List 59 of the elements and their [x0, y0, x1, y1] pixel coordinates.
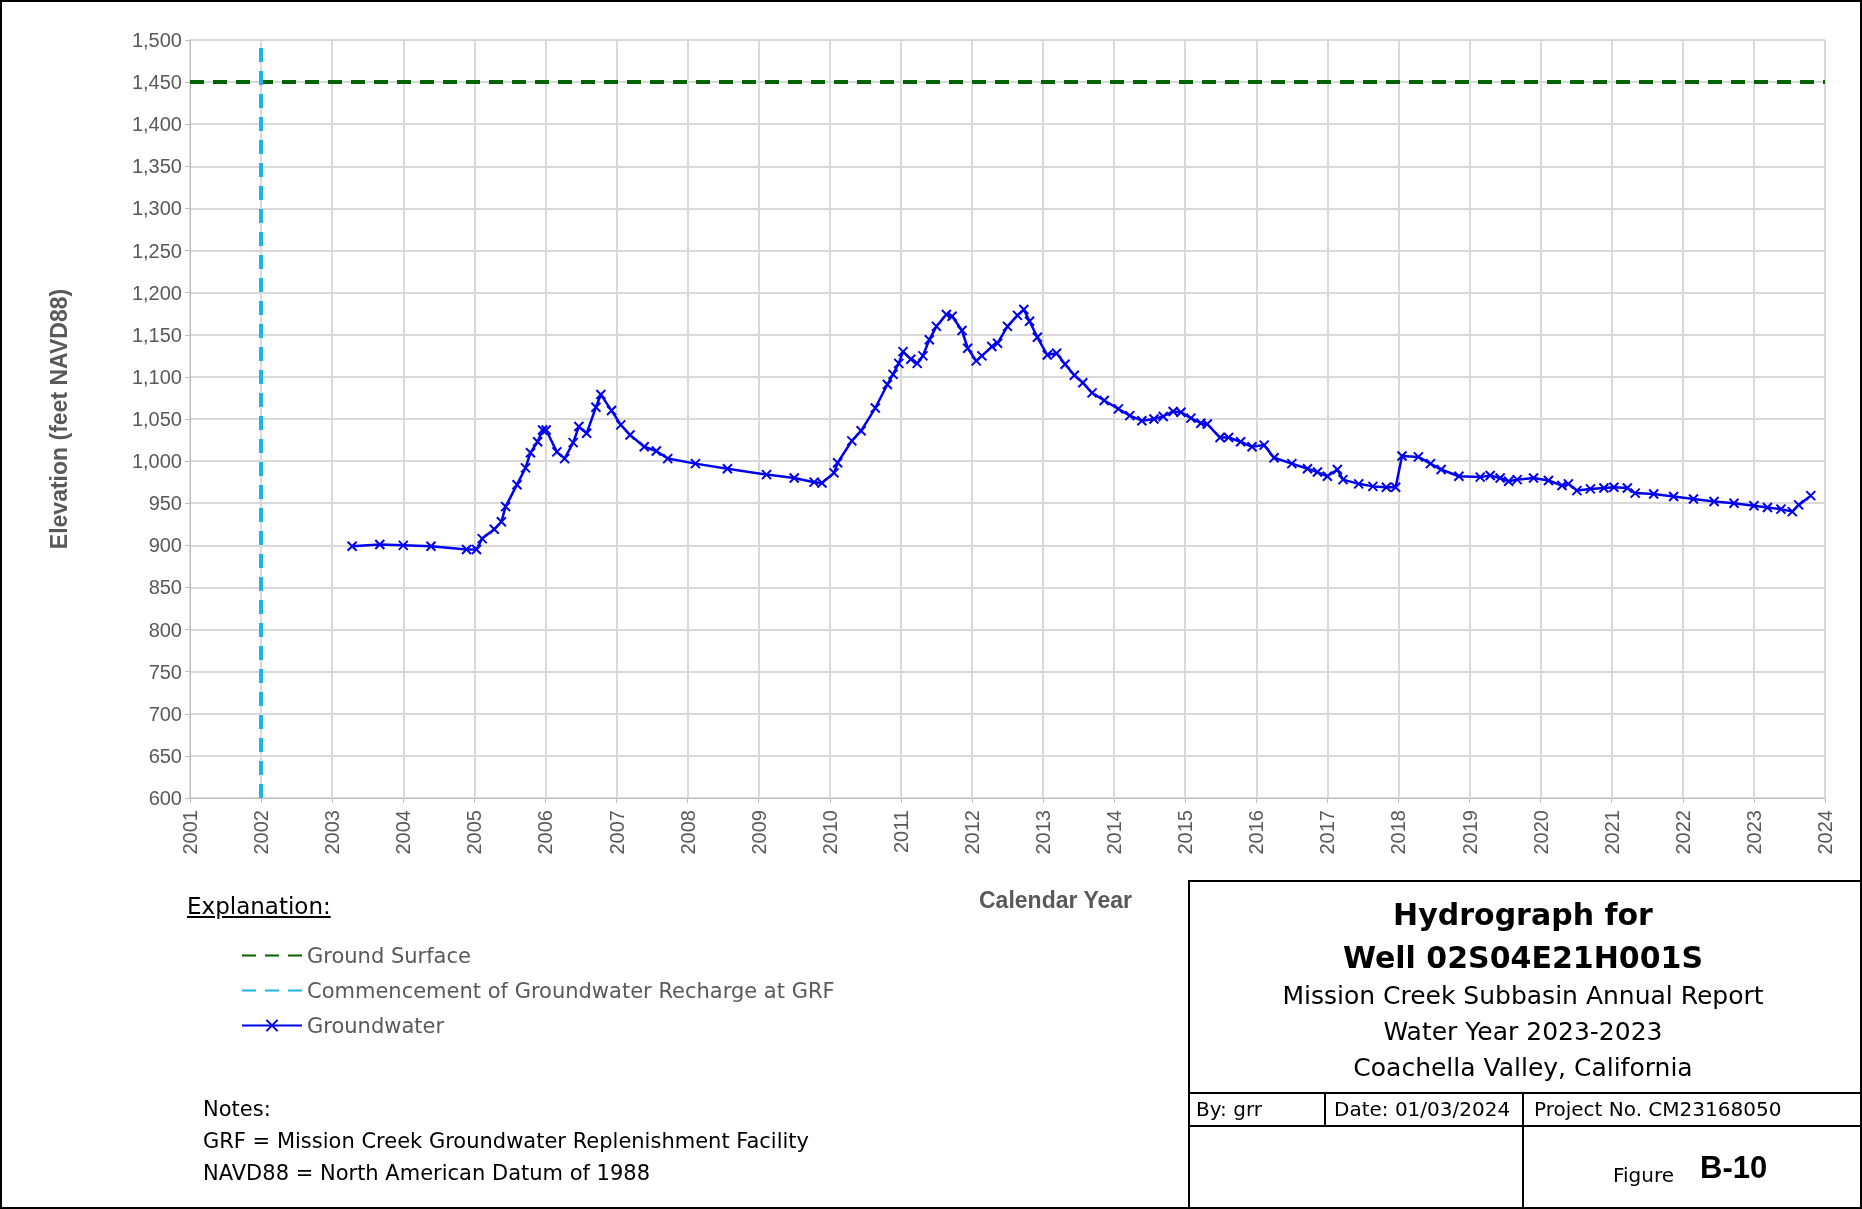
x-axis-title: Calendar Year — [978, 886, 1133, 913]
text: NAVD88 = North American Datum of 1988 — [203, 1161, 651, 1185]
y-tick-label: 750 — [148, 660, 182, 683]
legend-label: Ground Surface — [307, 943, 471, 968]
y-tick-label: 1,200 — [131, 281, 182, 304]
x-tick-label: 2024 — [1814, 810, 1836, 855]
y-tick-label: 850 — [148, 576, 182, 599]
x-tick-label: 2023 — [1742, 810, 1765, 855]
text: By: grr — [1196, 1097, 1262, 1121]
x-tick-label: 2011 — [889, 810, 912, 854]
y-tick-label: 1,250 — [131, 239, 182, 262]
y-tick-label: 1,500 — [131, 29, 182, 51]
text: Mission Creek Subbasin Annual Report Water Year 2023-2023 Coachella Valley, California — [1281, 980, 1765, 1084]
x-tick-label: 2007 — [605, 810, 628, 855]
x-tick-label: 2001 — [179, 810, 201, 855]
y-tick-label: 1,050 — [131, 408, 182, 430]
x-tick-label: 2008 — [676, 810, 699, 855]
text: Notes: — [203, 1097, 271, 1121]
x-tick-label: 2005 — [463, 810, 486, 855]
x-tick-label: 2017 — [1316, 810, 1339, 855]
y-tick-label: 950 — [148, 492, 182, 515]
x-tick-label: 2021 — [1600, 810, 1623, 855]
text: Hydrograph for Well 02S04E21H001S — [1341, 896, 1705, 977]
legend-title: Explanation: — [187, 893, 331, 919]
y-tick-label: 700 — [148, 702, 182, 725]
x-tick-label: 2002 — [250, 810, 273, 855]
x-tick-label: 2003 — [321, 810, 344, 855]
x-tick-label: 2010 — [818, 810, 841, 855]
y-tick-label: 650 — [148, 744, 182, 767]
y-tick-label: 900 — [148, 534, 182, 557]
x-tick-label: 2019 — [1458, 810, 1481, 855]
x-tick-label: 2006 — [534, 810, 557, 855]
x-tick-label: 2013 — [1032, 810, 1055, 855]
y-tick-label: 1,100 — [131, 365, 182, 388]
y-axis-title: Elevation (feet NAVD88) — [45, 288, 72, 550]
y-tick-label: 1,300 — [131, 197, 182, 220]
y-tick-label: 1,350 — [131, 155, 182, 178]
legend-label: Commencement of Groundwater Recharge at GRF — [307, 978, 835, 1003]
y-tick-label: 1,400 — [131, 113, 182, 136]
text: Date: 01/03/2024 — [1334, 1097, 1511, 1121]
legend-label: Groundwater — [307, 1013, 445, 1038]
y-tick-label: 1,150 — [131, 323, 182, 346]
x-tick-label: 2022 — [1671, 810, 1694, 855]
text: Project No. CM23168050 — [1534, 1097, 1782, 1121]
x-tick-label: 2015 — [1174, 810, 1197, 855]
x-tick-label: 2016 — [1245, 810, 1268, 855]
x-tick-label: 2012 — [960, 810, 983, 855]
y-tick-label: 600 — [148, 787, 182, 809]
x-tick-label: 2020 — [1529, 810, 1552, 855]
text: B-10 — [1700, 1150, 1768, 1186]
x-tick-label: 2009 — [747, 810, 770, 855]
text: Figure — [1613, 1163, 1675, 1187]
x-tick-label: 2018 — [1387, 810, 1410, 855]
y-tick-label: 800 — [148, 618, 182, 641]
text: GRF = Mission Creek Groundwater Replenishment Facility — [203, 1129, 810, 1153]
y-tick-label: 1,450 — [131, 71, 182, 94]
x-tick-label: 2014 — [1103, 810, 1126, 855]
x-tick-label: 2004 — [392, 810, 415, 855]
y-tick-label: 1,000 — [131, 450, 182, 473]
